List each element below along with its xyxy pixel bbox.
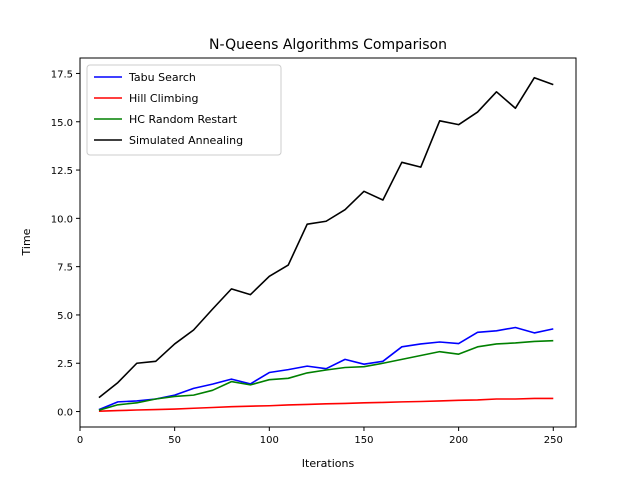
legend-entry-hill-climbing: Hill Climbing — [129, 92, 198, 105]
x-tick-label: 50 — [168, 435, 181, 446]
x-tick-label: 150 — [354, 435, 373, 446]
legend: Tabu Search Hill Climbing HC Random Restar… — [86, 64, 282, 156]
plot-frame — [79, 57, 577, 428]
y-axis: 0.0 2.5 5.0 7.5 10.0 12.5 15.0 17.5 — [51, 69, 80, 419]
y-tick-label: 2.5 — [57, 359, 73, 370]
y-tick-label: 0.0 — [57, 408, 73, 419]
y-tick-label: 15.0 — [51, 118, 73, 129]
y-tick-label: 5.0 — [57, 311, 73, 322]
x-tick-label: 100 — [260, 435, 279, 446]
y-tick-label: 10.0 — [51, 214, 73, 225]
legend-box — [86, 64, 282, 156]
x-axis: 0 50 100 150 200 250 — [77, 427, 563, 446]
y-tick-label: 17.5 — [51, 69, 73, 80]
x-axis-label: Iterations — [302, 457, 355, 470]
y-tick-label: 12.5 — [51, 166, 73, 177]
series-line-tabu-search — [98, 326, 554, 411]
y-axis-label: Time — [20, 228, 33, 256]
y-tick-label: 7.5 — [57, 263, 73, 274]
x-tick-label: 200 — [449, 435, 468, 446]
plot-area — [98, 76, 554, 412]
series-line-hc-random-restart — [98, 339, 554, 411]
x-tick-label: 250 — [544, 435, 563, 446]
legend-entry-tabu-search: Tabu Search — [128, 71, 196, 84]
x-tick-label: 0 — [77, 435, 83, 446]
series-line-hill-climbing — [98, 397, 554, 412]
legend-entry-hc-random-restart: HC Random Restart — [129, 113, 238, 126]
series-line-simulated-annealing — [98, 76, 554, 399]
legend-entry-simulated-annealing: Simulated Annealing — [129, 134, 243, 147]
chart-title: N-Queens Algorithms Comparison — [209, 37, 447, 53]
